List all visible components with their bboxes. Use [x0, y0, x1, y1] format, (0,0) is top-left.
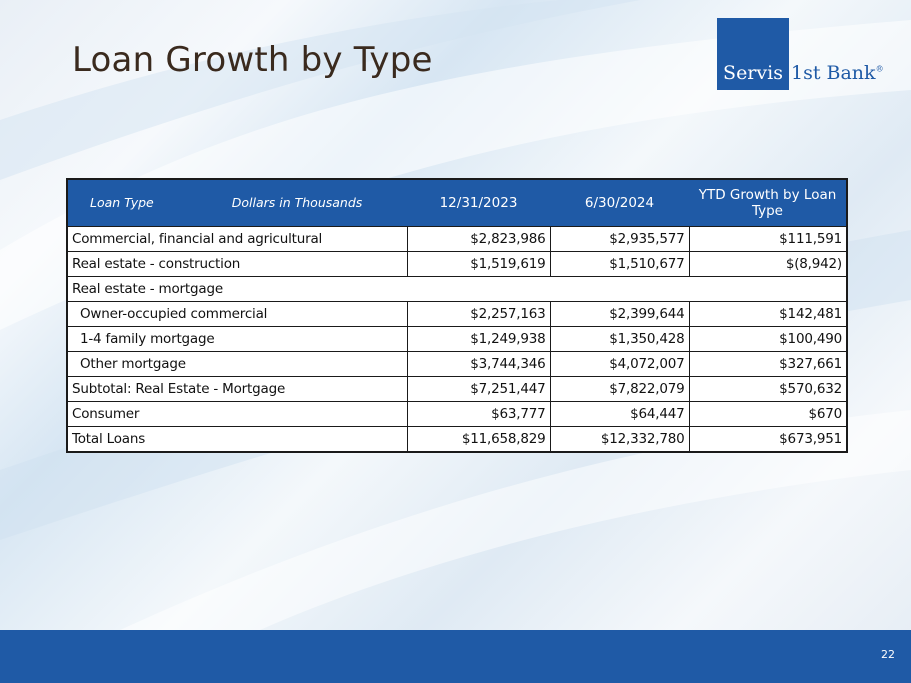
cell-growth: $327,661	[688, 351, 848, 377]
table-row: Consumer $63,777 $64,447 $670	[66, 401, 848, 427]
header-loan-type: Loan Type Dollars in Thousands	[67, 179, 407, 227]
cell-2023: $2,257,163	[406, 301, 551, 327]
table-row: 1-4 family mortgage $1,249,938 $1,350,42…	[66, 326, 848, 352]
row-label: Owner-occupied commercial	[66, 301, 408, 327]
bank-logo: Servis 1st Bank®	[717, 18, 895, 90]
cell-growth: $673,951	[688, 426, 848, 453]
cell-2024: $12,332,780	[549, 426, 690, 453]
cell-2024: $2,399,644	[549, 301, 690, 327]
row-label: Subtotal: Real Estate - Mortgage	[66, 376, 408, 402]
cell-2024: $4,072,007	[549, 351, 690, 377]
cell-2024: $1,510,677	[549, 251, 690, 277]
cell-growth: $570,632	[688, 376, 848, 402]
cell-growth: $670	[688, 401, 848, 427]
table-row: Subtotal: Real Estate - Mortgage $7,251,…	[66, 376, 848, 402]
registered-mark: ®	[875, 64, 884, 74]
header-col-2024: 6/30/2024	[550, 179, 689, 227]
row-label: Other mortgage	[66, 351, 408, 377]
row-label-section: Real estate - mortgage	[66, 276, 848, 302]
logo-box: Servis	[717, 18, 789, 90]
table-header-row: Loan Type Dollars in Thousands 12/31/2023…	[67, 179, 847, 227]
cell-growth: $(8,942)	[688, 251, 848, 277]
row-label: Consumer	[66, 401, 408, 427]
row-label: Real estate - construction	[66, 251, 408, 277]
cell-2024: $64,447	[549, 401, 690, 427]
cell-2024: $7,822,079	[549, 376, 690, 402]
cell-2023: $3,744,346	[406, 351, 551, 377]
cell-2023: $2,823,986	[406, 226, 551, 252]
cell-growth: $100,490	[688, 326, 848, 352]
cell-2023: $1,519,619	[406, 251, 551, 277]
page-title: Loan Growth by Type	[72, 40, 433, 80]
cell-2023: $11,658,829	[406, 426, 551, 453]
row-label: 1-4 family mortgage	[66, 326, 408, 352]
page-number: 22	[881, 648, 895, 661]
table-row: Total Loans $11,658,829 $12,332,780 $673…	[66, 426, 848, 453]
header-col-2023: 12/31/2023	[407, 179, 550, 227]
footer-bar: 22	[0, 630, 911, 683]
table-row: Owner-occupied commercial $2,257,163 $2,…	[66, 301, 848, 327]
header-units-label: Dollars in Thousands	[231, 195, 363, 210]
table-row: Commercial, financial and agricultural $…	[66, 226, 848, 252]
cell-2024: $1,350,428	[549, 326, 690, 352]
row-label: Total Loans	[66, 426, 408, 453]
header-col-growth: YTD Growth by Loan Type	[689, 179, 847, 227]
logo-rest-text: 1st Bank	[791, 62, 876, 84]
cell-2024: $2,935,577	[549, 226, 690, 252]
row-label: Commercial, financial and agricultural	[66, 226, 408, 252]
cell-2023: $7,251,447	[406, 376, 551, 402]
table-row: Real estate - construction $1,519,619 $1…	[66, 251, 848, 277]
table-row: Other mortgage $3,744,346 $4,072,007 $32…	[66, 351, 848, 377]
header-loan-type-label: Loan Type	[90, 195, 154, 210]
logo-text: 1st Bank®	[789, 62, 884, 90]
table-row: Real estate - mortgage	[66, 276, 848, 302]
cell-growth: $111,591	[688, 226, 848, 252]
cell-2023: $1,249,938	[406, 326, 551, 352]
loan-growth-table: Loan Type Dollars in Thousands 12/31/2023…	[66, 178, 848, 453]
cell-growth: $142,481	[688, 301, 848, 327]
cell-2023: $63,777	[406, 401, 551, 427]
